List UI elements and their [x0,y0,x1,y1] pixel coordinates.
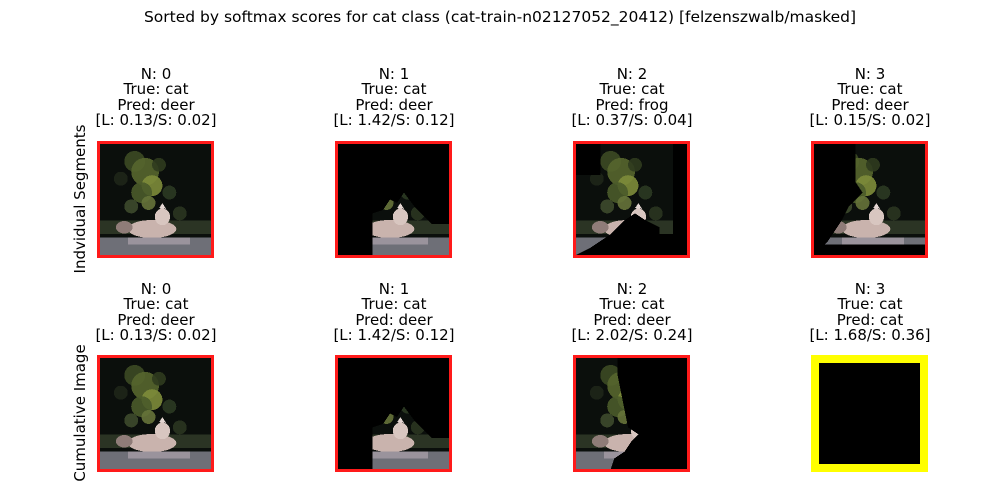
segment-image-tile [335,141,452,258]
panel-n: N: 2 [616,280,648,298]
cumulative-image-tile [811,355,928,472]
panel-true: True: cat [123,295,189,314]
masked-image [100,358,211,469]
masked-image [338,144,449,255]
masked-image [576,358,687,469]
panel-title: N: 0 True: cat Pred: deer [L: 0.13/S: 0.… [56,280,256,345]
masked-image [338,358,449,469]
panel-pred: Pred: deer [593,310,671,329]
panel-score: [L: 2.02/S: 0.24] [571,326,693,345]
panel-title: N: 2 True: cat Pred: deer [L: 2.02/S: 0.… [532,280,732,345]
panel-n: N: 2 [616,65,648,83]
panel-title: N: 3 True: cat Pred: cat [L: 1.68/S: 0.3… [770,280,970,345]
panel-pred: Pred: deer [355,310,433,329]
cumulative-image-tile [573,355,690,472]
panel-true: True: cat [361,295,427,314]
panel-true: True: cat [837,80,903,99]
panel-pred: Pred: deer [117,95,195,114]
panel-pred: Pred: frog [595,95,669,114]
panel-true: True: cat [599,295,665,314]
segment-image-tile [97,141,214,258]
row-label-cumulative: Cumulative Image [71,344,89,482]
panel-score: [L: 0.15/S: 0.02] [809,111,931,130]
segment-image-tile [811,141,928,258]
panel-n: N: 3 [854,65,886,83]
masked-image [819,363,920,464]
panel-n: N: 1 [378,280,410,298]
panel-true: True: cat [361,80,427,99]
cumulative-image-tile [335,355,452,472]
panel-score: [L: 0.13/S: 0.02] [95,326,217,345]
segment-image-tile [573,141,690,258]
masked-image [576,144,687,255]
panel-n: N: 0 [140,280,172,298]
row-label-individual: Indvidual Segments [71,124,89,274]
panel-n: N: 1 [378,65,410,83]
panel-score: [L: 0.37/S: 0.04] [571,111,693,130]
panel-title: N: 3 True: cat Pred: deer [L: 0.15/S: 0.… [770,65,970,130]
panel-n: N: 3 [854,280,886,298]
figure-title: Sorted by softmax scores for cat class (… [143,8,857,26]
masked-image [100,144,211,255]
panel-score: [L: 1.42/S: 0.12] [333,326,455,345]
cumulative-image-tile [97,355,214,472]
panel-true: True: cat [837,295,903,314]
panel-pred: Pred: deer [355,95,433,114]
panel-pred: Pred: deer [117,310,195,329]
panel-title: N: 1 True: cat Pred: deer [L: 1.42/S: 0.… [294,65,494,130]
panel-n: N: 0 [140,65,172,83]
panel-score: [L: 0.13/S: 0.02] [95,111,217,130]
panel-title: N: 0 True: cat Pred: deer [L: 0.13/S: 0.… [56,65,256,130]
panel-score: [L: 1.68/S: 0.36] [809,326,931,345]
panel-pred: Pred: cat [836,310,904,329]
panel-pred: Pred: deer [831,95,909,114]
panel-true: True: cat [599,80,665,99]
panel-score: [L: 1.42/S: 0.12] [333,111,455,130]
masked-image [814,144,925,255]
panel-true: True: cat [123,80,189,99]
panel-title: N: 1 True: cat Pred: deer [L: 1.42/S: 0.… [294,280,494,345]
panel-title: N: 2 True: cat Pred: frog [L: 0.37/S: 0.… [532,65,732,130]
